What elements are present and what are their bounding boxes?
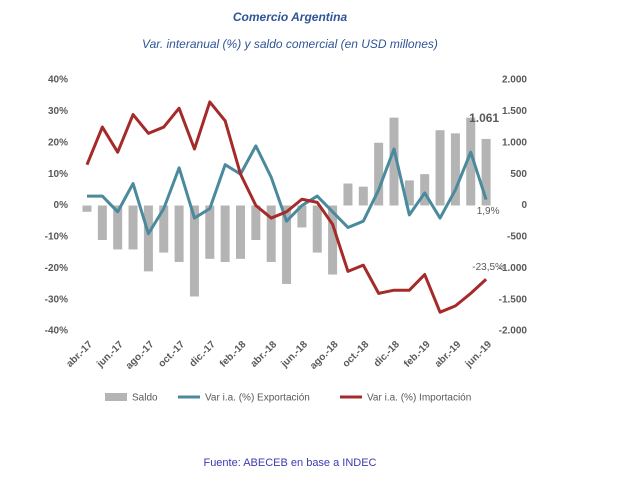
y2-tick-label: -1.500 [499, 294, 528, 305]
y-tick-label: -20% [45, 263, 68, 274]
y-tick-label: -10% [45, 232, 68, 243]
bar [343, 183, 353, 206]
bar [113, 205, 123, 250]
x-tick-label: feb.-18 [218, 339, 249, 370]
x-tick-label: dic.-18 [372, 339, 402, 369]
bar [466, 117, 476, 206]
x-tick-label: ago.-18 [308, 339, 341, 372]
bar [297, 205, 307, 228]
y2-tick-label: 0 [521, 200, 527, 211]
y-tick-label: 30% [48, 106, 68, 117]
data-label: -23,5% [472, 262, 504, 273]
x-tick-label: oct.-17 [157, 339, 188, 370]
bar [358, 186, 368, 206]
x-tick-label: oct.-18 [341, 339, 372, 370]
bar [189, 205, 199, 297]
bar [389, 117, 399, 206]
bar [374, 142, 384, 206]
chart-subtitle: Var. interanual (%) y saldo comercial (e… [142, 37, 438, 51]
y-tick-label: -40% [45, 326, 68, 337]
x-tick-label: abr.-19 [433, 339, 464, 370]
bar [266, 205, 276, 262]
legend-label: Var i.a. (%) Importación [367, 393, 471, 404]
bar [205, 205, 215, 259]
bar [404, 180, 414, 206]
y-tick-label: 0% [54, 200, 69, 211]
y-tick-label: 10% [48, 169, 68, 180]
bar [450, 133, 460, 206]
bar [282, 205, 292, 284]
bar [82, 205, 92, 212]
bar [312, 205, 322, 253]
x-tick-label: jun.-17 [94, 339, 126, 371]
bar [328, 205, 338, 275]
bar [143, 205, 153, 272]
legend-label: Var i.a. (%) Exportación [205, 393, 310, 404]
bar [159, 205, 169, 253]
line [85, 100, 488, 314]
legend-label: Saldo [132, 393, 158, 404]
source: Fuente: ABECEB en base a INDEC [203, 457, 376, 469]
bar [481, 138, 491, 206]
bar [220, 205, 230, 262]
legend-swatch [105, 393, 127, 401]
data-label: 1,9% [477, 206, 500, 217]
bar [128, 205, 138, 250]
y2-tick-label: -500 [507, 232, 527, 243]
y2-tick-label: 2.000 [502, 75, 527, 86]
x-tick-label: ago.-17 [124, 339, 157, 372]
y2-tick-label: 500 [510, 169, 527, 180]
y2-tick-label: 1.000 [502, 137, 527, 148]
line [87, 144, 488, 236]
bar [97, 205, 107, 241]
y2-tick-label: -2.000 [499, 326, 528, 337]
x-tick-label: jun.-19 [463, 339, 495, 371]
x-tick-label: feb.-19 [402, 339, 433, 370]
bar [174, 205, 184, 262]
bar [251, 205, 261, 241]
y-tick-label: 40% [48, 75, 68, 86]
y2-tick-label: 1.500 [502, 106, 527, 117]
bar [420, 174, 430, 206]
x-tick-label: abr.-18 [249, 339, 280, 370]
chart-title: Comercio Argentina [233, 10, 348, 24]
x-tick-label: abr.-17 [64, 339, 95, 370]
y2-tick-label: -1.000 [499, 263, 528, 274]
y-tick-label: -30% [45, 294, 68, 305]
bar [435, 130, 445, 206]
bar [236, 205, 245, 259]
data-label: 1.061 [469, 111, 499, 125]
x-tick-label: dic.-17 [188, 339, 218, 369]
x-tick-label: jun.-18 [279, 339, 311, 371]
y-tick-label: 20% [48, 137, 68, 148]
